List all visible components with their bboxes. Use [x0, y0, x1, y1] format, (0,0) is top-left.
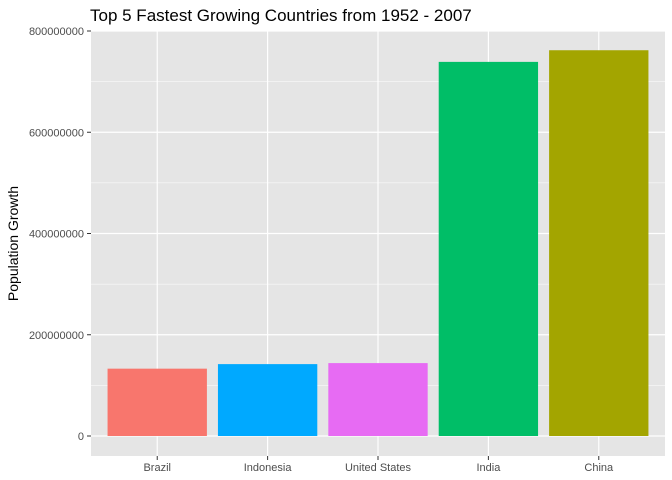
y-tick-label: 200000000 [29, 330, 84, 342]
bar-india [438, 61, 539, 436]
bar-indonesia [217, 364, 318, 436]
x-tick-label: India [476, 462, 501, 474]
y-axis-label: Population Growth [5, 186, 21, 301]
bar-brazil [107, 368, 207, 436]
x-tick-label: Brazil [143, 462, 171, 474]
x-tick-label: United States [345, 462, 412, 474]
x-tick-label: Indonesia [244, 462, 293, 474]
chart-title: Top 5 Fastest Growing Countries from 195… [90, 6, 472, 25]
y-tick-label: 400000000 [29, 229, 84, 241]
bar-united-states [328, 363, 428, 436]
y-tick-label: 0 [78, 431, 84, 443]
y-tick-label: 800000000 [29, 26, 84, 38]
x-axis: Brazil Indonesia United States India China [143, 456, 614, 474]
bars [107, 50, 649, 437]
y-axis: 0 200000000 400000000 600000000 800000000 [29, 26, 91, 443]
x-tick-label: China [584, 462, 614, 474]
y-tick-label: 600000000 [29, 127, 84, 139]
bar-china [549, 50, 649, 437]
